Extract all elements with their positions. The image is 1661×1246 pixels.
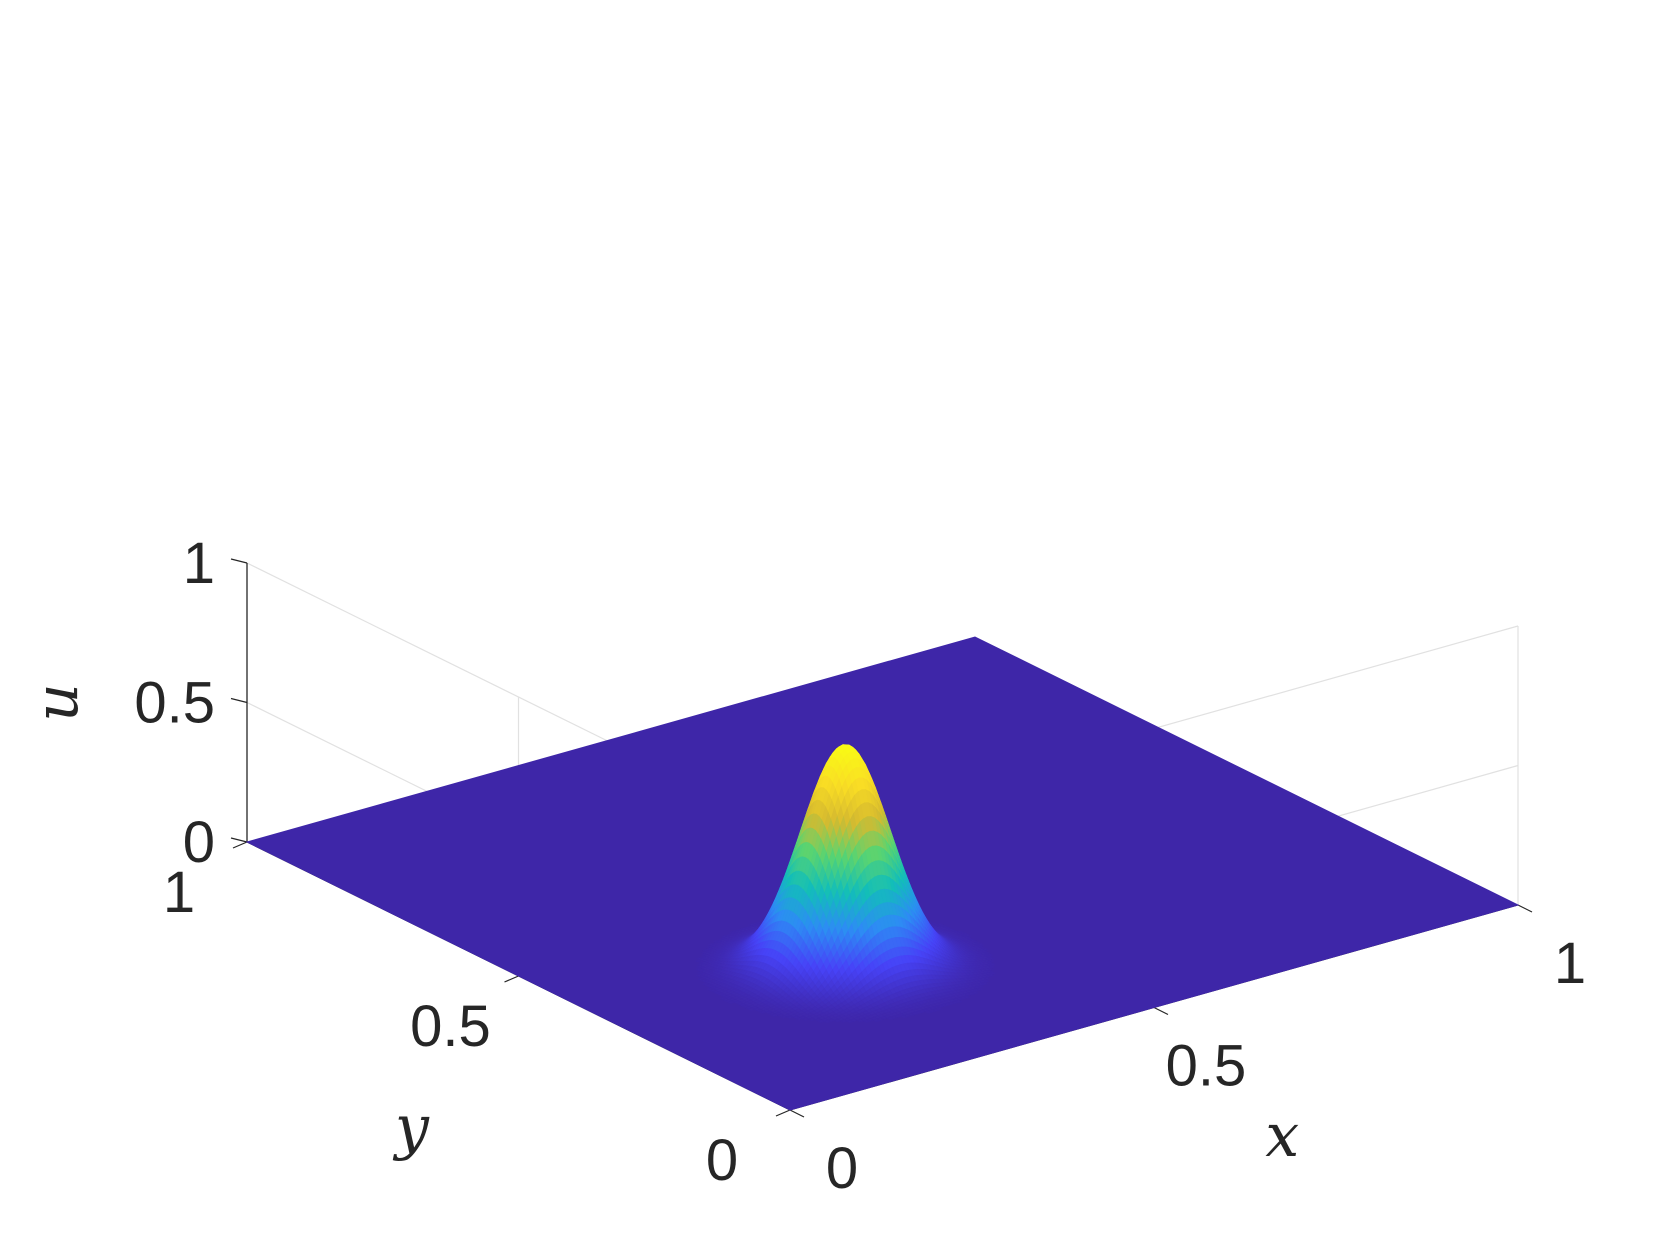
x-tick xyxy=(1517,904,1533,913)
x-axis-label: x xyxy=(1265,1101,1299,1171)
x-tick xyxy=(1153,1006,1169,1016)
z-tick-label: 0.5 xyxy=(134,671,215,736)
y-tick-label: 0 xyxy=(706,1128,738,1193)
surface-patch xyxy=(786,1015,795,1019)
surface-patch xyxy=(759,1010,767,1014)
surface-patch xyxy=(823,1019,832,1024)
surface-patch xyxy=(770,1013,779,1018)
y-axis-label: y xyxy=(392,1092,430,1162)
z-tick xyxy=(230,697,248,704)
z-tick-label: 0 xyxy=(183,810,215,875)
surface-patch xyxy=(833,1018,842,1023)
surface-patch xyxy=(839,1019,848,1023)
surface-patch xyxy=(856,1018,865,1023)
surface-patch xyxy=(862,1019,871,1023)
surface-patch xyxy=(924,1010,933,1014)
z-axis-label: u xyxy=(22,683,92,722)
axis-labels: x y u xyxy=(22,683,1299,1171)
surface xyxy=(245,636,1520,1111)
z-tick-label: 1 xyxy=(183,531,215,596)
surface-patch xyxy=(801,1017,810,1021)
surface-patch xyxy=(779,1015,788,1019)
surface-patch xyxy=(846,1019,855,1024)
surface-patch xyxy=(727,1000,736,1005)
x-tick-label: 0 xyxy=(826,1136,858,1201)
x-tick-label: 1 xyxy=(1554,931,1586,996)
z-tick xyxy=(230,558,248,564)
y-tick-label: 0.5 xyxy=(410,994,491,1059)
y-tick-label: 1 xyxy=(163,860,195,925)
x-tick-label: 0.5 xyxy=(1166,1034,1247,1099)
y-tick xyxy=(504,975,519,983)
x-tick xyxy=(789,1109,805,1118)
surface-patch xyxy=(886,1016,895,1021)
y-tick xyxy=(775,1109,791,1117)
surface-patch xyxy=(872,1018,881,1023)
y-tick xyxy=(232,841,248,849)
surface-patch xyxy=(808,1017,816,1022)
surface-patch xyxy=(747,1007,756,1012)
surface-patch xyxy=(899,1015,908,1019)
surface-patch xyxy=(817,1019,825,1023)
surface-patch xyxy=(795,1017,804,1021)
z-tick xyxy=(230,837,248,843)
